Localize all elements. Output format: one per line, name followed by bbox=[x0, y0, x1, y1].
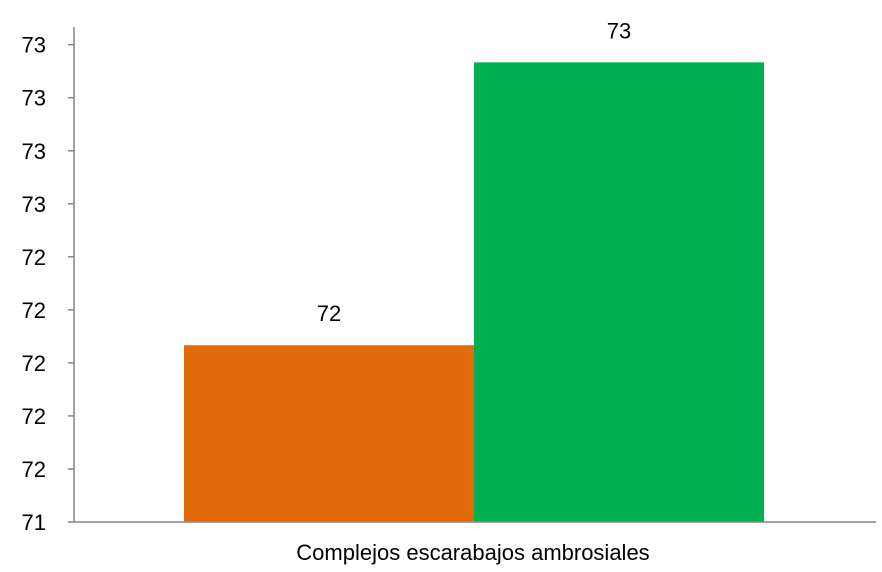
y-tick-label: 71 bbox=[22, 510, 46, 535]
y-tick-label: 72 bbox=[22, 404, 46, 429]
bar-series-1 bbox=[184, 345, 474, 522]
data-label-series-1: 72 bbox=[317, 301, 341, 326]
y-axis: 71 72 72 72 72 72 73 73 73 73 bbox=[22, 27, 75, 535]
y-tick-label: 73 bbox=[22, 86, 46, 111]
bars bbox=[184, 62, 764, 522]
bar-series-2 bbox=[474, 62, 764, 522]
y-tick-label: 72 bbox=[22, 351, 46, 376]
y-tick-label: 73 bbox=[22, 192, 46, 217]
y-tick-label: 72 bbox=[22, 245, 46, 270]
y-tick-label: 72 bbox=[22, 298, 46, 323]
category-label: Complejos escarabajos ambrosiales bbox=[296, 540, 649, 565]
data-labels: 72 73 bbox=[317, 18, 631, 326]
x-axis: Complejos escarabajos ambrosiales bbox=[74, 521, 876, 565]
y-tick-label: 73 bbox=[22, 33, 46, 58]
y-tick-label: 73 bbox=[22, 139, 46, 164]
y-tick-label: 72 bbox=[22, 457, 46, 482]
data-label-series-2: 73 bbox=[607, 18, 631, 43]
